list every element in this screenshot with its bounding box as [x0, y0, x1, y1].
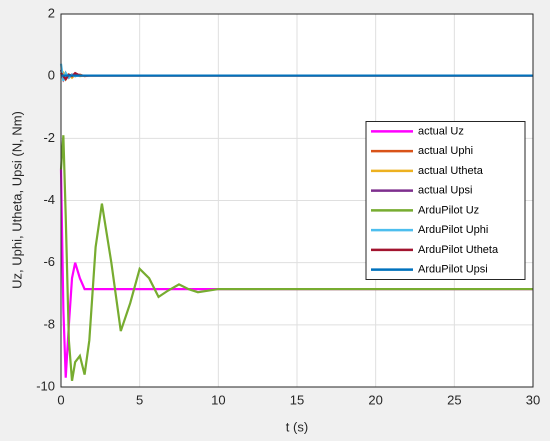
x-tick-label: 30: [526, 392, 540, 407]
y-tick-label: -8: [43, 316, 55, 331]
legend-label: ArduPilot Utheta: [418, 244, 499, 256]
x-axis-label: t (s): [286, 419, 308, 434]
legend-label: ArduPilot Upsi: [418, 264, 488, 276]
y-tick-label: 0: [48, 68, 55, 83]
y-tick-label: 2: [48, 5, 55, 20]
legend-label: ArduPilot Uphi: [418, 224, 488, 236]
y-tick-label: -10: [36, 378, 55, 393]
x-tick-label: 20: [368, 392, 382, 407]
legend-label: actual Upsi: [418, 185, 472, 197]
y-tick-label: -4: [43, 192, 55, 207]
x-tick-label: 0: [57, 392, 64, 407]
legend-label: ArduPilot Uz: [418, 204, 479, 216]
y-tick-label: -6: [43, 254, 55, 269]
legend: actual Uz actual Uphi actual Utheta actual …: [365, 121, 526, 280]
x-tick-label: 25: [447, 392, 461, 407]
x-tick-label: 5: [136, 392, 143, 407]
legend-label: actual Uphi: [418, 145, 473, 157]
legend-label: actual Utheta: [418, 165, 484, 177]
legend-box: [365, 121, 526, 280]
y-tick-label: -2: [43, 130, 55, 145]
legend-label: actual Uz: [418, 125, 464, 137]
axes-box: [60, 13, 534, 388]
line: [59, 135, 533, 381]
x-tick-label: 10: [211, 392, 225, 407]
x-tick-label: 15: [290, 392, 304, 407]
y-axis-label: Uz, Uphi, Utheta, Upsi (N, Nm): [9, 111, 24, 289]
